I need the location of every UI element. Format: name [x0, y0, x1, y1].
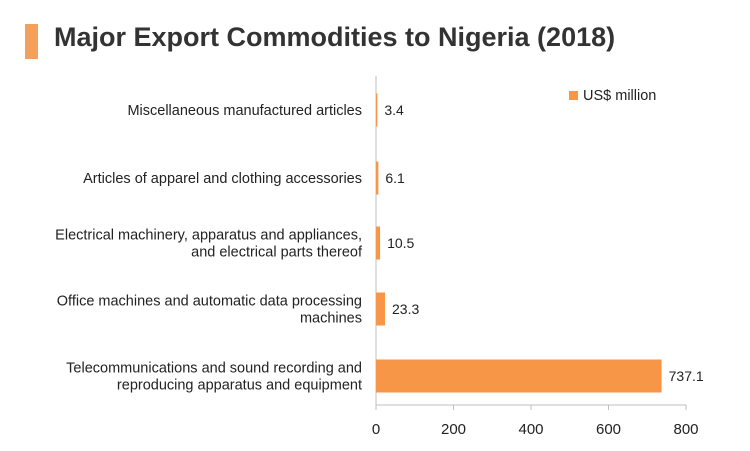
category-label: Articles of apparel and clothing accesso… — [83, 171, 362, 187]
page-title: Major Export Commodities to Nigeria (201… — [54, 22, 616, 52]
data-label: 3.4 — [384, 102, 404, 118]
bar — [376, 359, 662, 393]
bar — [376, 292, 386, 326]
x-tick-label: 600 — [596, 421, 621, 438]
category-label: machines — [300, 311, 362, 327]
data-label: 6.1 — [385, 170, 405, 186]
x-tick-label: 200 — [441, 421, 466, 438]
bar — [376, 93, 378, 127]
data-label: 23.3 — [392, 301, 419, 317]
category-label: Miscellaneous manufactured articles — [127, 103, 362, 119]
category-label: Telecommunications and sound recording a… — [66, 361, 362, 377]
legend-label: US$ million — [583, 88, 656, 104]
bar — [376, 161, 379, 195]
data-label: 737.1 — [669, 368, 704, 384]
legend-swatch — [569, 91, 578, 100]
data-label: 10.5 — [387, 235, 414, 251]
bar — [376, 226, 381, 260]
category-label: Office machines and automatic data proce… — [57, 294, 362, 310]
x-tick-label: 0 — [372, 421, 380, 438]
category-label: and electrical parts thereof — [191, 245, 363, 261]
x-tick-label: 800 — [673, 421, 698, 438]
x-tick-label: 400 — [518, 421, 543, 438]
category-label: Electrical machinery, apparatus and appl… — [55, 228, 362, 244]
category-label: reproducing apparatus and equipment — [117, 378, 362, 394]
title-accent-bar — [25, 24, 38, 59]
